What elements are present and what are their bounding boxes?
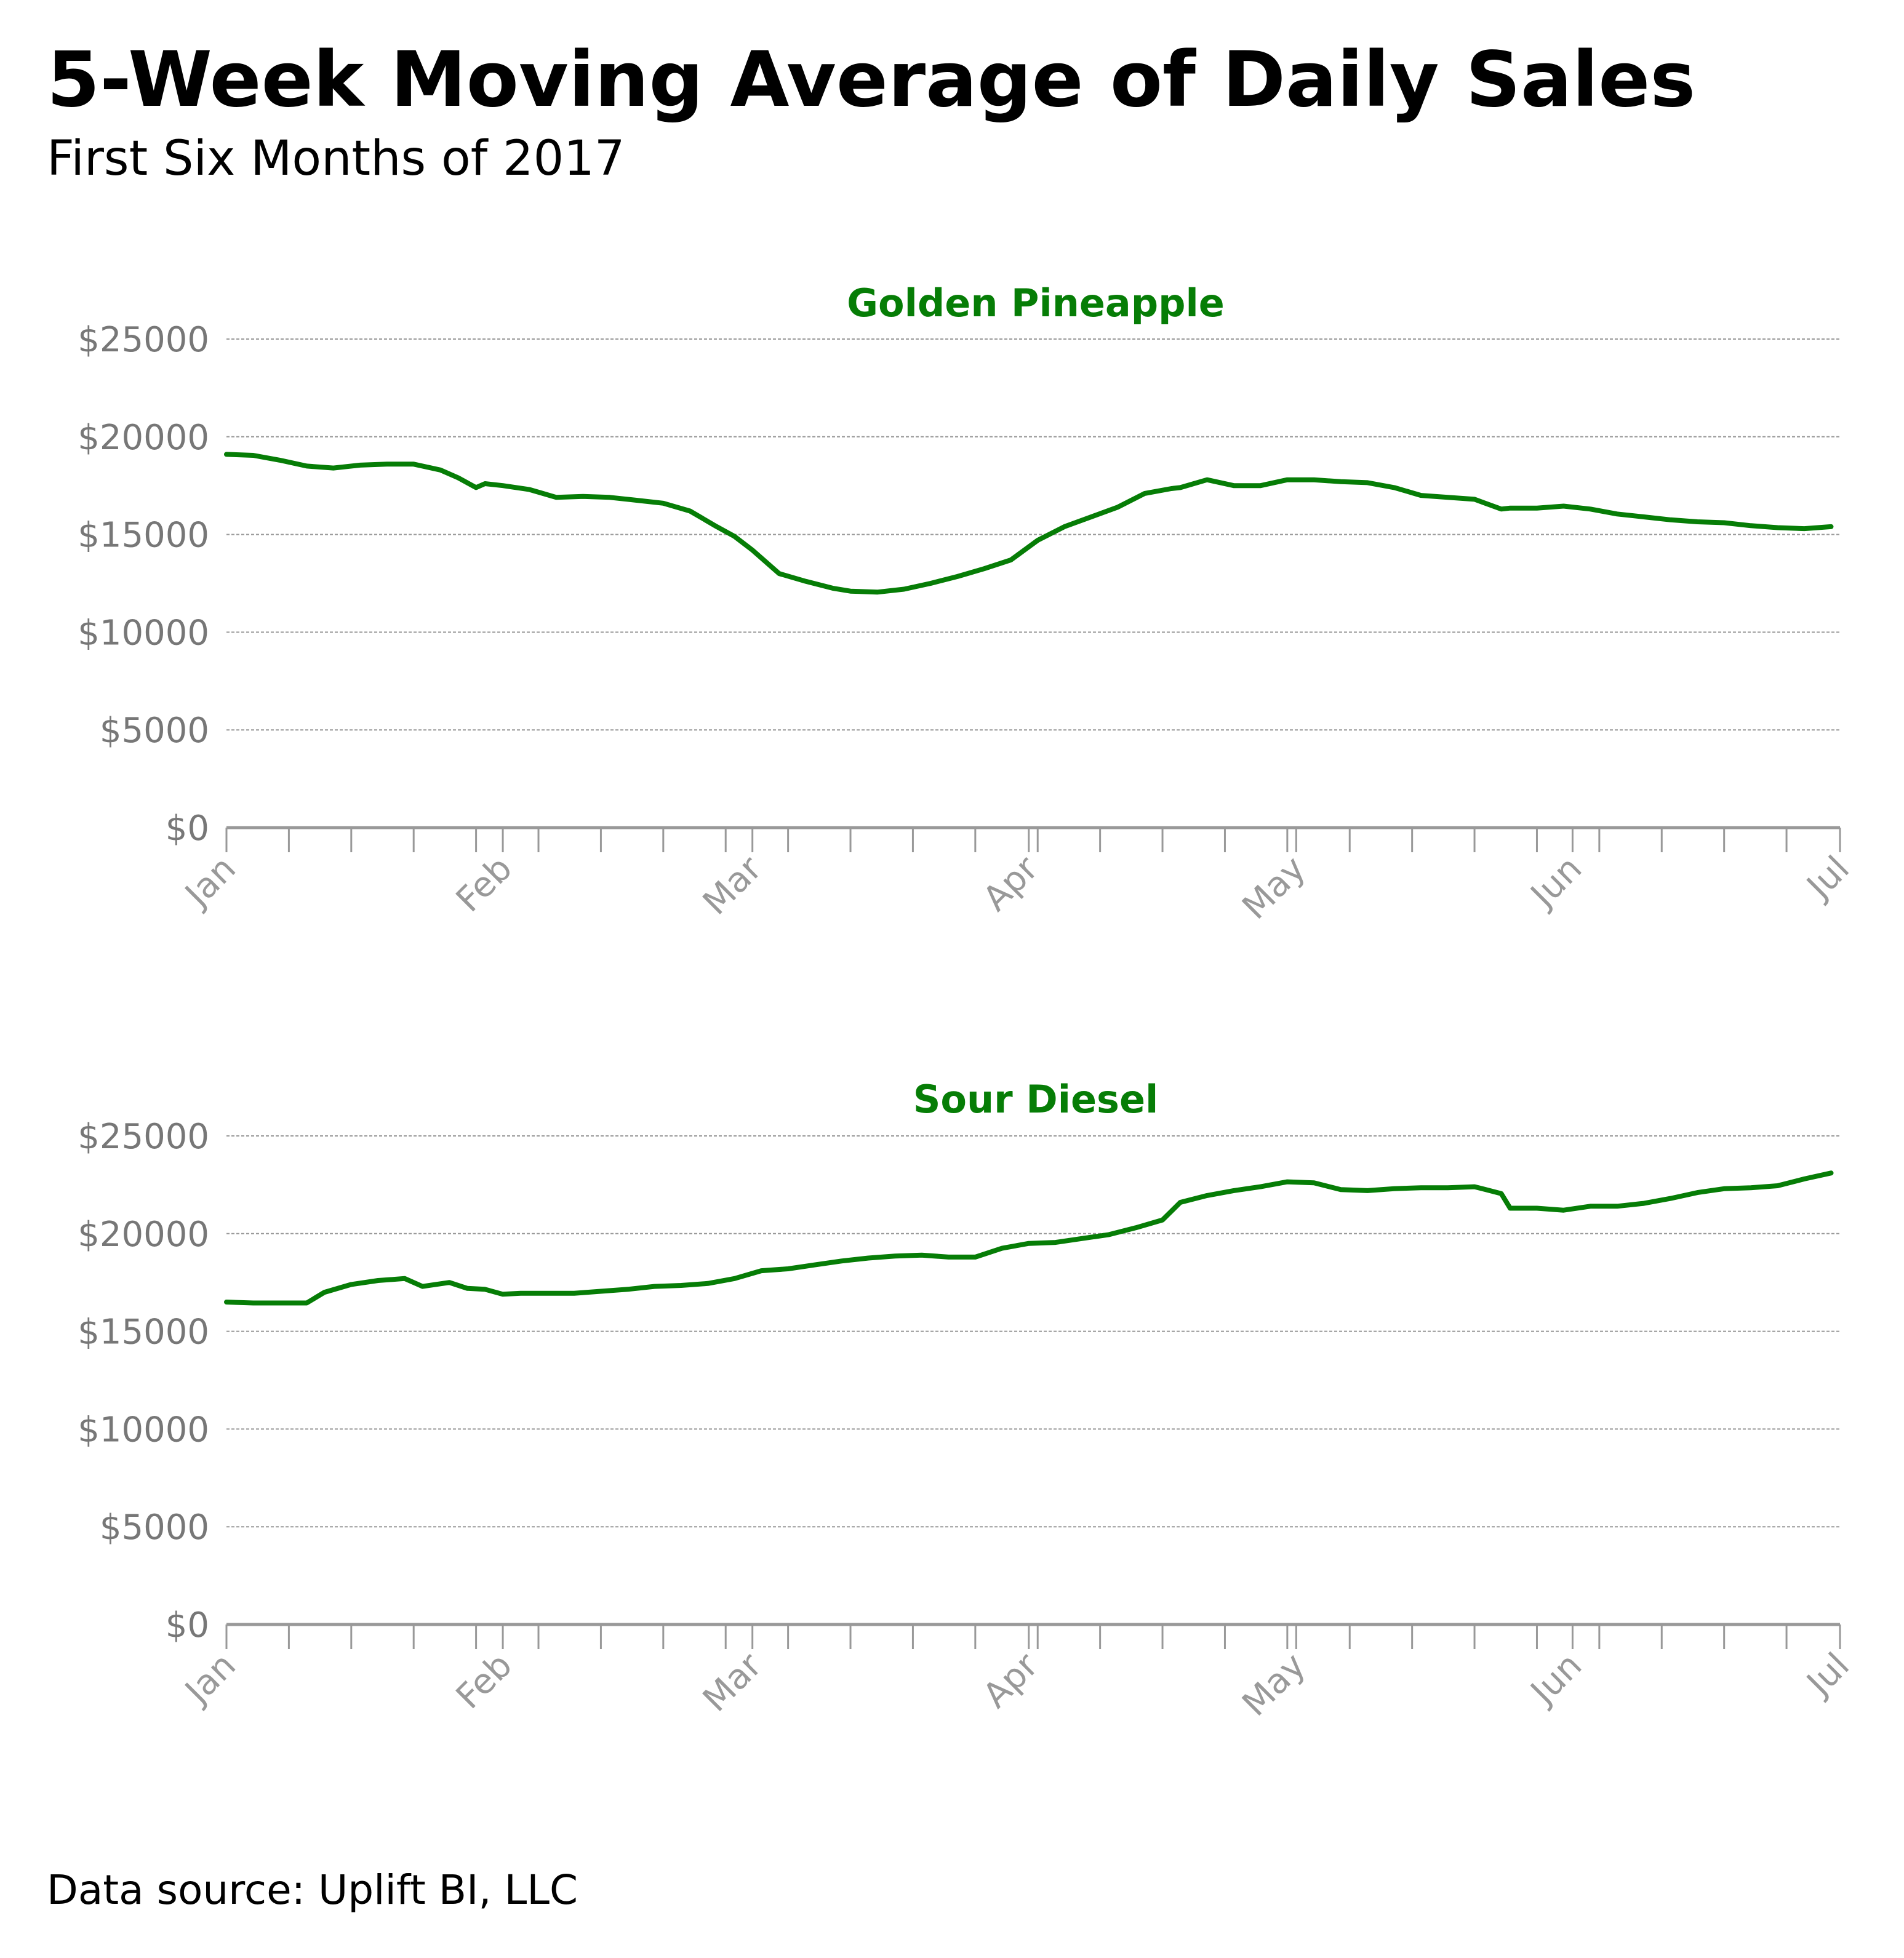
panel-title-golden-pineapple: Golden Pineapple bbox=[847, 281, 1225, 326]
x-tick-label: Jan bbox=[177, 1645, 244, 1712]
x-tick-label: Feb bbox=[449, 849, 520, 920]
x-tick-label: Mar bbox=[695, 848, 770, 922]
panel-sour-diesel: Sour Diesel $0 $5000 $10000 $15000 $2000… bbox=[78, 1077, 1857, 1724]
x-tick-labels-sour-diesel: Jan Feb Mar Apr May Jun Jul bbox=[177, 1645, 1857, 1724]
data-source-note: Data source: Uplift BI, LLC bbox=[47, 1866, 578, 1914]
y-tick-label: $20000 bbox=[78, 418, 209, 458]
chart-subtitle: First Six Months of 2017 bbox=[47, 131, 625, 186]
y-tick-label: $25000 bbox=[78, 1117, 209, 1157]
y-tick-label: $15000 bbox=[78, 516, 209, 556]
x-tick-label: May bbox=[1234, 1645, 1313, 1724]
x-tick-label: Jul bbox=[1798, 849, 1857, 908]
y-grid-golden-pineapple bbox=[226, 338, 1840, 731]
y-tick-label: $25000 bbox=[78, 320, 209, 360]
x-axis-sour-diesel bbox=[225, 1623, 1841, 1649]
panel-title-sour-diesel: Sour Diesel bbox=[913, 1077, 1159, 1122]
x-tick-labels-golden-pineapple: Jan Feb Mar Apr May Jun Jul bbox=[177, 848, 1857, 927]
x-tick-label: May bbox=[1234, 849, 1313, 927]
y-tick-label: $20000 bbox=[78, 1215, 209, 1255]
x-tick-label: Jun bbox=[1522, 1645, 1590, 1713]
x-tick-label: Jun bbox=[1522, 849, 1590, 916]
y-tick-labels-golden-pineapple: $0 $5000 $10000 $15000 $20000 $25000 bbox=[78, 320, 209, 849]
x-tick-label: Feb bbox=[449, 1645, 520, 1717]
panel-golden-pineapple: Golden Pineapple $0 $5000 $10000 $15000 … bbox=[78, 281, 1857, 927]
x-tick-label: Apr bbox=[975, 1645, 1046, 1716]
y-tick-labels-sour-diesel: $0 $5000 $10000 $15000 $20000 $25000 bbox=[78, 1117, 209, 1645]
series-line-golden-pineapple bbox=[224, 452, 1834, 595]
x-tick-label: Jan bbox=[177, 849, 244, 916]
y-tick-label: $15000 bbox=[78, 1313, 209, 1353]
x-tick-label: Apr bbox=[975, 848, 1046, 919]
chart-title: 5-Week Moving Average of Daily Sales bbox=[47, 36, 1695, 124]
y-tick-label: $0 bbox=[166, 809, 209, 849]
y-tick-label: $0 bbox=[166, 1605, 209, 1645]
y-tick-label: $10000 bbox=[78, 1410, 209, 1450]
x-axis-golden-pineapple bbox=[225, 826, 1841, 852]
x-tick-label: Jul bbox=[1798, 1645, 1857, 1704]
series-line-sour-diesel bbox=[224, 1170, 1834, 1306]
y-tick-label: $5000 bbox=[100, 711, 209, 751]
y-tick-label: $5000 bbox=[100, 1508, 209, 1548]
y-tick-label: $10000 bbox=[78, 613, 209, 653]
y-grid-sour-diesel bbox=[226, 1135, 1840, 1528]
x-tick-label: Mar bbox=[695, 1645, 770, 1719]
